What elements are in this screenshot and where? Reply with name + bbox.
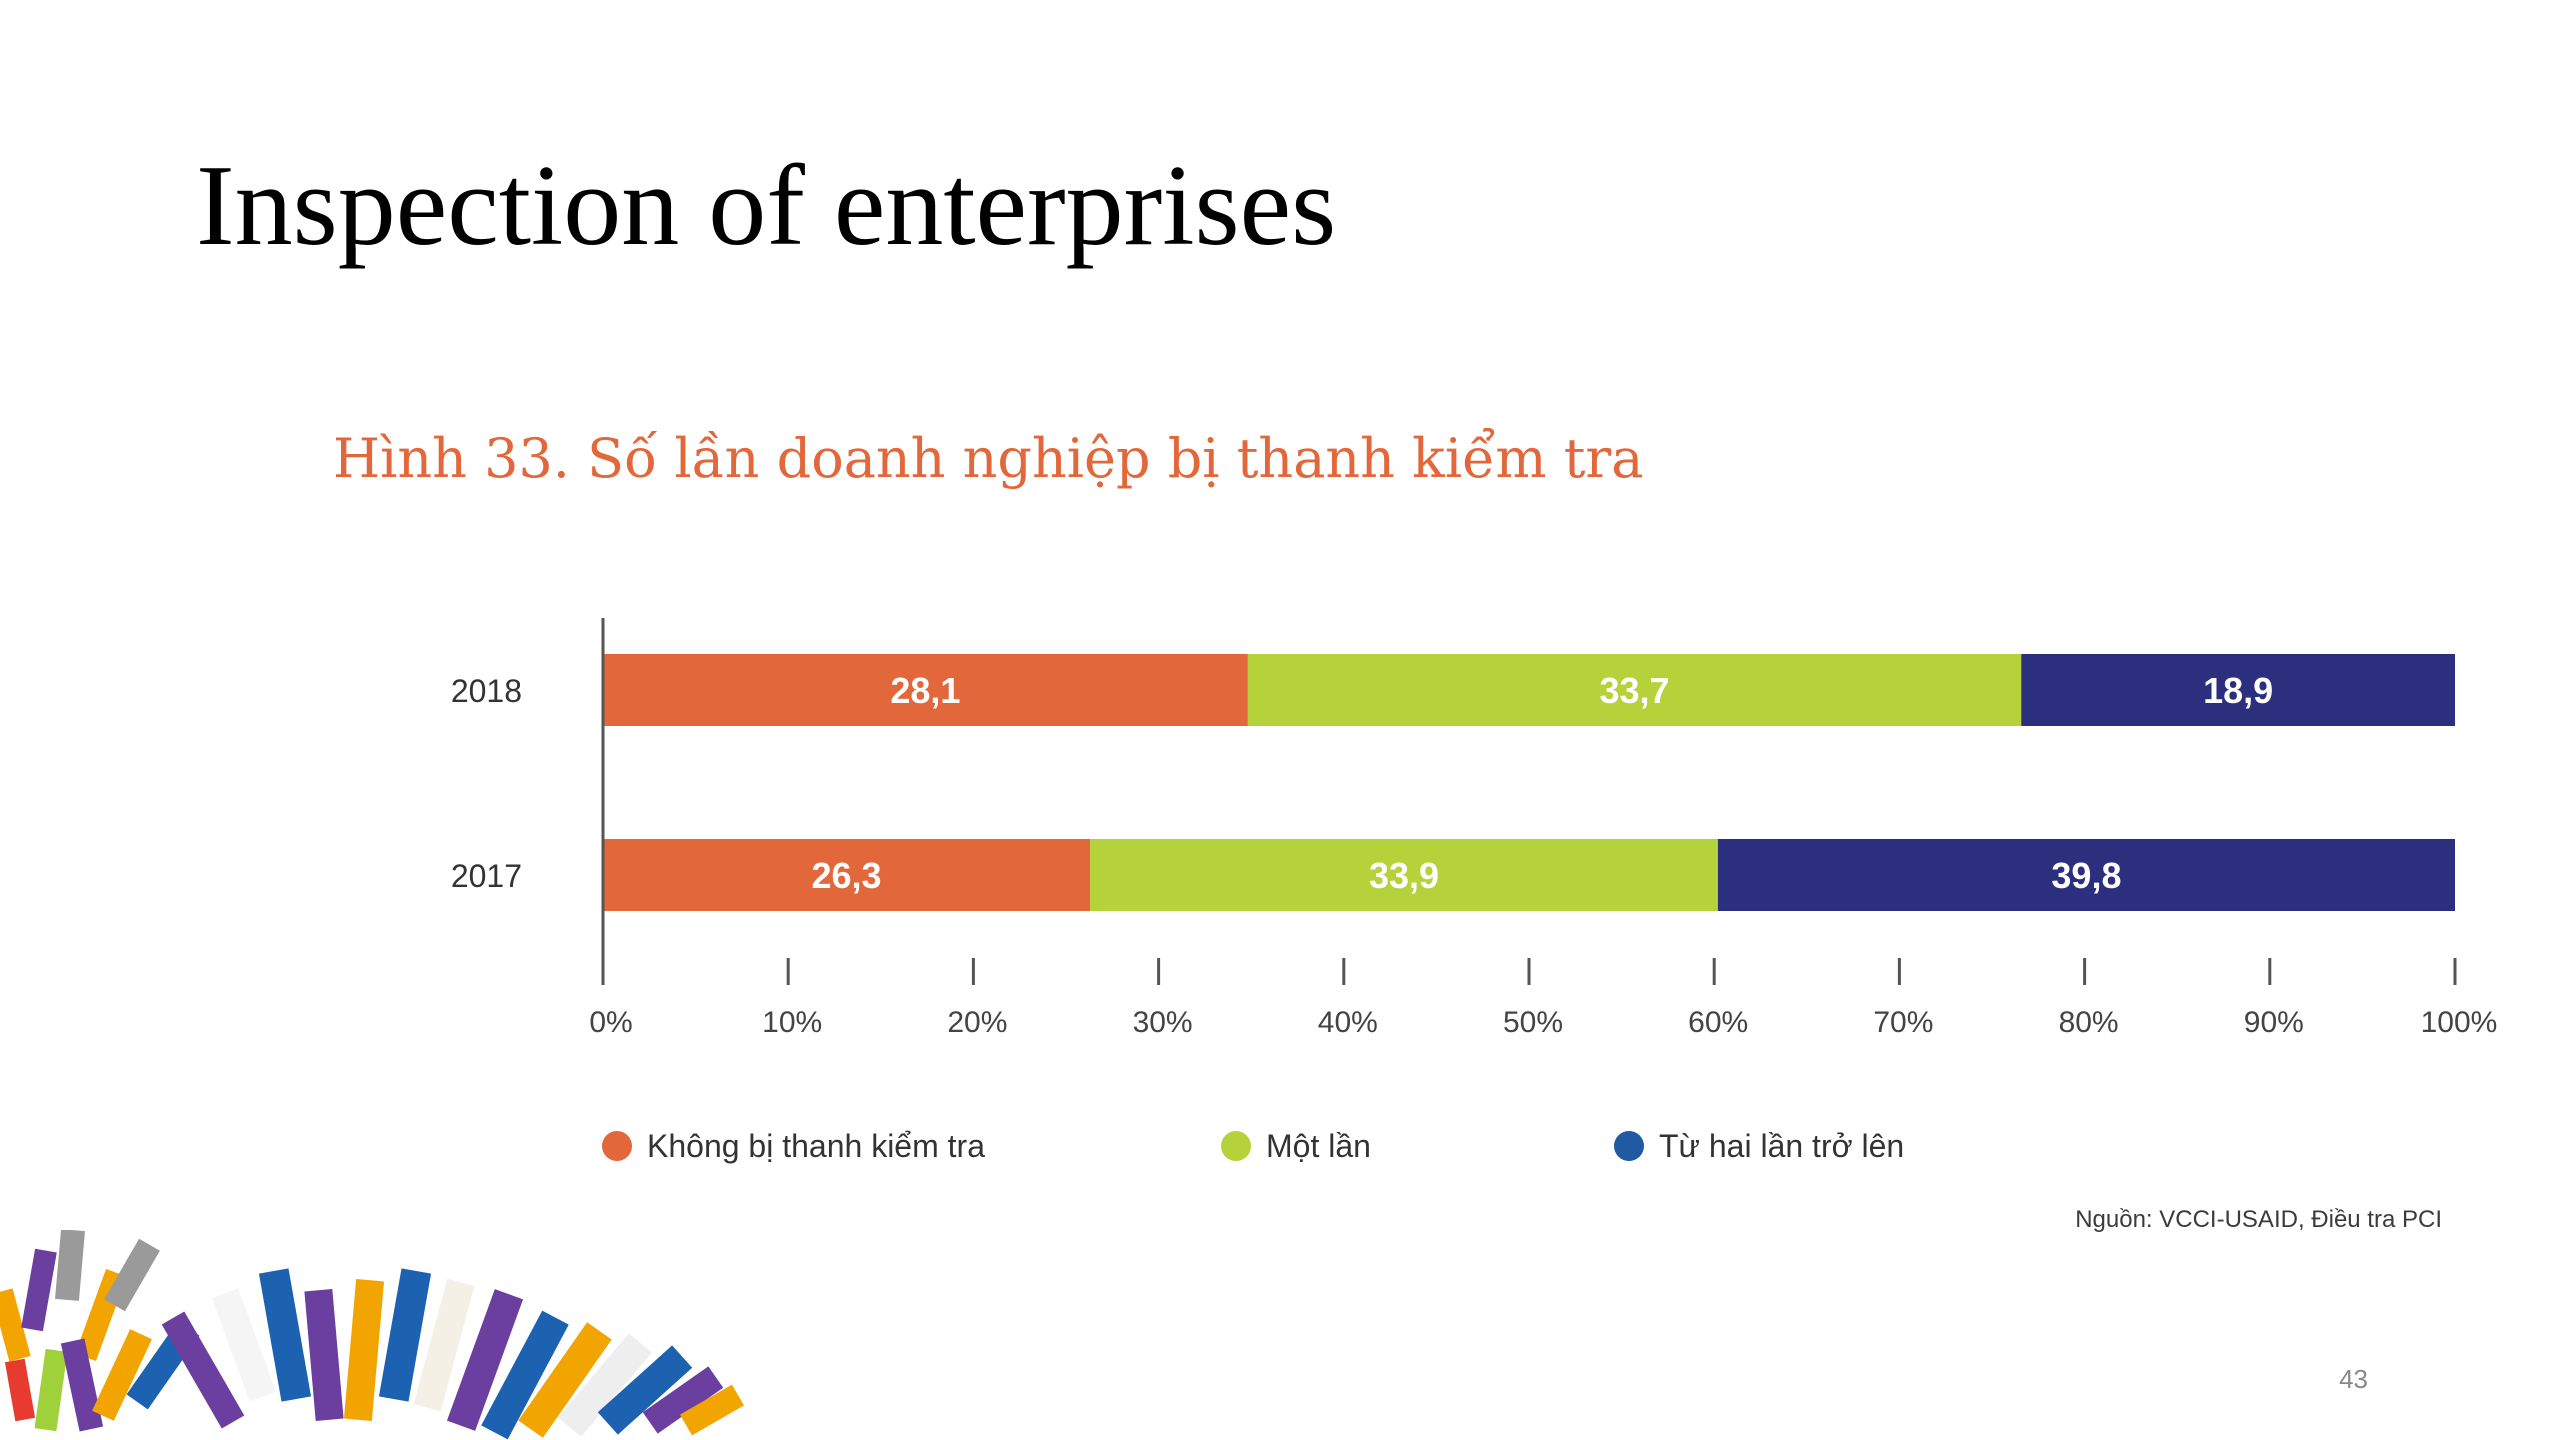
data-label-2018-series-3: 18,9 xyxy=(2203,670,2273,711)
x-tick-label: 0% xyxy=(589,1006,632,1039)
bar-2018-series-1 xyxy=(603,654,1248,726)
labels-layer: 2018 28,1 33,7 18,9 2017 26,3 33,9 39,8 xyxy=(451,670,2273,896)
x-tick-label: 100% xyxy=(2421,1006,2498,1039)
data-label-2017-series-2: 33,9 xyxy=(1369,855,1439,896)
data-label-2018-series-1: 28,1 xyxy=(890,670,960,711)
bar-2017-series-1 xyxy=(603,839,1091,911)
legend-label-series-3: Từ hai lần trở lên xyxy=(1659,1128,1904,1164)
bar-2018-series-3 xyxy=(2021,654,2455,726)
bar-2017-series-2 xyxy=(1090,839,1718,911)
stacked-bar-chart: 2018 28,1 33,7 18,9 2017 26,3 33,9 39,8 0% 10% 20… xyxy=(451,618,2497,1164)
x-tick-label: 50% xyxy=(1503,1006,1563,1039)
bars-layer xyxy=(603,654,2455,911)
x-tick-label: 30% xyxy=(1133,1006,1193,1039)
category-label-2017: 2017 xyxy=(451,858,522,894)
x-tick-label: 60% xyxy=(1688,1006,1748,1039)
legend-marker-series-2 xyxy=(1221,1131,1251,1161)
data-label-2018-series-2: 33,7 xyxy=(1600,670,1670,711)
axis-layer: 0% 10% 20% 30% 40% 50% 60% 70% 80% 90% 100% xyxy=(589,618,2497,1039)
x-tick-label: 20% xyxy=(947,1006,1007,1039)
legend-label-series-2: Một lần xyxy=(1266,1128,1371,1164)
source-note: Nguồn: VCCI-USAID, Điều tra PCI xyxy=(2075,1206,2442,1233)
figure-title: Hình 33. Số lần doanh nghiệp bị thanh ki… xyxy=(333,427,1644,490)
x-tick-label: 80% xyxy=(2059,1006,2119,1039)
page-number: 43 xyxy=(2339,1364,2368,1394)
legend-label-series-1: Không bị thanh kiểm tra xyxy=(647,1128,985,1164)
legend-layer: Không bị thanh kiểm tra Một lần Từ hai lần… xyxy=(602,1128,1904,1164)
x-tick-label: 90% xyxy=(2244,1006,2304,1039)
x-tick-label: 70% xyxy=(1873,1006,1933,1039)
x-tick-label: 40% xyxy=(1318,1006,1378,1039)
bar-2017-series-3 xyxy=(1717,839,2455,911)
category-label-2018: 2018 xyxy=(451,673,522,709)
x-tick-label: 10% xyxy=(762,1006,822,1039)
legend-marker-series-3 xyxy=(1614,1131,1644,1161)
bar-2018-series-2 xyxy=(1247,654,2022,726)
data-label-2017-series-3: 39,8 xyxy=(2051,855,2121,896)
data-label-2017-series-1: 26,3 xyxy=(811,855,881,896)
legend-marker-series-1 xyxy=(602,1131,632,1161)
decorative-pattern-image xyxy=(0,1230,744,1440)
slide-title: Inspection of enterprises xyxy=(196,142,1337,270)
